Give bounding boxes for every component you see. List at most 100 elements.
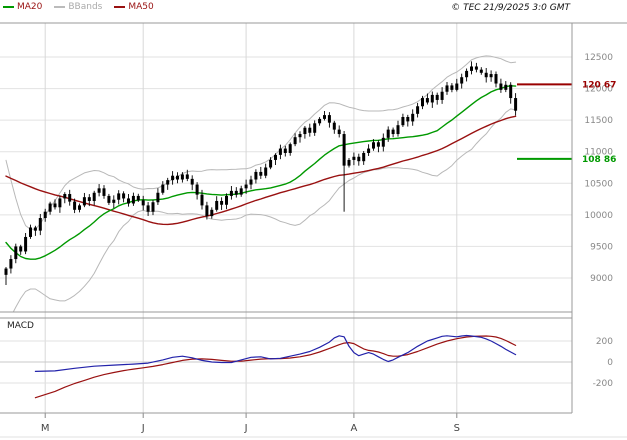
candle-body	[161, 184, 165, 193]
candle-body	[112, 199, 116, 203]
candle-body	[484, 72, 488, 78]
candle-body	[19, 246, 23, 252]
candle-body	[171, 175, 175, 181]
legend-item-ma20: MA20	[3, 2, 42, 12]
candle-body	[146, 205, 150, 212]
candle-body	[474, 66, 478, 70]
candle-body	[29, 227, 32, 237]
candle-body	[489, 74, 493, 78]
candle-body	[352, 156, 356, 160]
candle-body	[494, 74, 498, 84]
price-tick-label: 12500	[584, 53, 613, 63]
price-tick-label: 11500	[584, 116, 613, 126]
price-tick-label: 10000	[584, 211, 613, 221]
candle-body	[220, 200, 224, 205]
ma20-swatch-icon	[3, 6, 14, 8]
candle-body	[166, 180, 170, 185]
macd-panel-label: MACD	[7, 321, 34, 331]
candle-body	[274, 154, 277, 160]
candle-body	[337, 129, 341, 135]
candle-body	[24, 236, 28, 252]
candle-body	[298, 134, 302, 138]
legend-ma20-label: MA20	[17, 2, 43, 12]
candle-body	[347, 159, 351, 166]
candle-body	[435, 94, 439, 100]
bollinger-upper-line	[5, 55, 517, 230]
candle-body	[141, 200, 145, 206]
candle-body	[102, 188, 106, 196]
candle-body	[509, 84, 513, 99]
candle-body	[73, 201, 77, 210]
candle-body	[357, 156, 361, 162]
candle-body	[190, 178, 194, 185]
macd-signal-line	[34, 335, 517, 399]
candle-body	[318, 118, 322, 124]
candle-body	[323, 115, 326, 119]
candle-body	[391, 129, 395, 135]
price-tick-label: 11000	[584, 148, 613, 158]
candle-body	[127, 198, 130, 204]
legend-ma50-label: MA50	[128, 2, 154, 12]
candle-body	[288, 144, 292, 153]
candle-body	[499, 83, 503, 90]
candle-body	[430, 94, 434, 103]
candle-body	[131, 195, 135, 204]
candle-body	[278, 148, 282, 155]
month-label: M	[41, 423, 50, 434]
candle-body	[460, 77, 464, 84]
candle-body	[117, 193, 121, 200]
candle-body	[9, 259, 13, 269]
price-tick-label: 10500	[584, 179, 613, 189]
candle-body	[14, 246, 18, 260]
candle-body	[514, 98, 518, 111]
candle-body	[225, 195, 228, 205]
ma50-line	[5, 115, 517, 226]
month-label: S	[454, 423, 460, 434]
candle-body	[151, 202, 155, 212]
candle-body	[136, 195, 140, 201]
candle-body	[92, 192, 96, 201]
candle-body	[249, 179, 253, 185]
candle-body	[264, 167, 268, 176]
legend-item-ma50: MA50	[114, 2, 154, 12]
candle-body	[58, 198, 62, 208]
candle-body	[229, 190, 233, 196]
candle-body	[185, 174, 189, 179]
candle-body	[234, 190, 238, 195]
candle-body	[122, 193, 126, 199]
candle-body	[416, 106, 420, 114]
candle-body	[303, 127, 307, 135]
candle-body	[63, 194, 67, 199]
price-tick-label: 12000	[584, 85, 613, 95]
candle-body	[376, 142, 380, 147]
candle-body	[313, 123, 317, 133]
candle-body	[327, 115, 331, 123]
candle-body	[195, 184, 199, 195]
month-label: A	[350, 423, 357, 434]
candle-body	[293, 137, 297, 145]
candle-body	[38, 218, 42, 231]
candle-body	[200, 194, 204, 206]
candle-body	[244, 184, 248, 189]
candle-body	[455, 83, 459, 90]
candle-body	[180, 174, 184, 180]
candle-body	[87, 197, 91, 201]
month-label: J	[244, 423, 248, 434]
candle-body	[421, 98, 424, 107]
candle-body	[259, 171, 263, 176]
month-label: J	[141, 423, 145, 434]
candle-body	[479, 69, 483, 73]
copyright-text: © TEC 21/9/2025 3:0 GMT	[451, 3, 570, 13]
macd-tick-label: 0	[607, 358, 613, 368]
candle-body	[367, 148, 371, 153]
legend: MA20 BBands MA50	[3, 2, 154, 12]
candle-body	[48, 203, 52, 212]
candle-body	[176, 175, 179, 180]
price-tick-label: 9500	[590, 242, 613, 252]
candle-body	[440, 91, 444, 100]
candle-body	[381, 137, 385, 147]
candle-body	[396, 125, 400, 135]
legend-bbands-label: BBands	[68, 2, 103, 12]
candle-body	[283, 148, 287, 153]
